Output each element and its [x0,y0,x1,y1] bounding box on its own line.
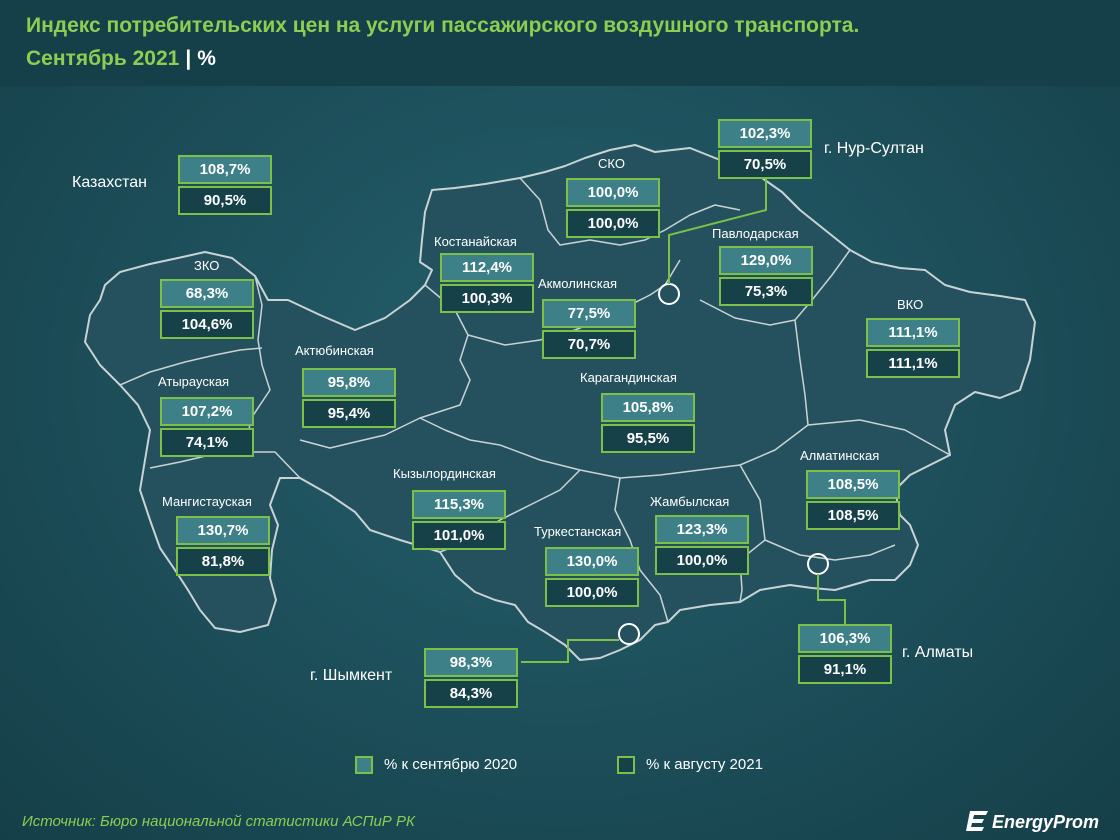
value-box-aug2021-kazakhstan: 90,5% [178,186,272,215]
border-karaganda-vko [794,319,809,426]
region-name-karaganda: Карагандинская [580,370,677,385]
value-box-aug2021-zhambyl: 100,0% [655,546,749,575]
legend-label-sep2020: % к сентябрю 2020 [384,756,518,773]
region-name-shymkent: г. Шымкент [310,667,393,684]
value-box-aug2021-almaty-city: 91,1% [798,655,892,684]
value-box-aug2021-sko: 100,0% [566,209,660,238]
region-name-almaty-city: г. Алматы [902,644,974,661]
border-almaty-city [764,539,896,561]
value-box-sep2020-kyzylorda: 115,3% [412,490,506,519]
value-box-aug2021-mangystau: 81,8% [176,547,270,576]
value-box-sep2020-karaganda: 105,8% [601,393,695,422]
region-name-kostanai: Костанайская [434,234,517,249]
region-name-kazakhstan: Казахстан [72,174,147,191]
border-kostanai-sko [519,177,666,246]
chart-subtitle: Сентябрь 2021 |% [26,47,216,71]
chart-title: Индекс потребительских цен на услуги пас… [26,14,860,37]
value-box-aug2021-vko: 111,1% [866,349,960,378]
value-box-sep2020-almaty-region: 108,5% [806,470,900,499]
value-box-sep2020-sko: 100,0% [566,178,660,207]
legend-swatch-aug2021 [617,756,635,774]
value-box-sep2020-shymkent: 98,3% [424,648,518,677]
energyprom-logo: EnergyProm [966,809,1099,835]
period-label: Сентябрь 2021 [26,47,180,70]
unit-label: % [197,47,216,70]
region-name-aktobe: Актюбинская [295,343,374,358]
region-name-kyzylorda: Кызылординская [393,466,496,481]
region-name-vko: ВКО [897,297,924,312]
value-box-sep2020-aktobe: 95,8% [302,368,396,397]
value-box-sep2020-zko: 68,3% [160,279,254,308]
almaty-leader [817,574,846,625]
leader-lines [521,178,846,663]
value-box-sep2020-vko: 111,1% [866,318,960,347]
title-separator: | [185,47,192,70]
value-box-sep2020-turkestan: 130,0% [545,547,639,576]
value-box-sep2020-kazakhstan: 108,7% [178,155,272,184]
region-name-atyrau: Атырауская [158,374,230,389]
region-name-mangystau: Мангистауская [162,494,252,509]
border-aktobe-kyzylorda [299,417,501,449]
border-zko-atyrau [119,347,263,386]
region-name-zhambyl: Жамбылская [650,494,730,509]
source-note: Источник: Бюро национальной статистики А… [22,813,415,830]
border-karaganda-south [499,444,701,479]
value-box-sep2020-pavlodar: 129,0% [719,246,813,275]
value-box-aug2021-turkestan: 100,0% [545,578,639,607]
value-box-aug2021-nur-sultan: 70,5% [718,150,812,179]
legend-swatch-sep2020 [355,756,373,774]
header-band: Индекс потребительских цен на услуги пас… [0,0,1120,86]
value-box-sep2020-nur-sultan: 102,3% [718,119,812,148]
value-box-sep2020-kostanai: 112,4% [440,253,534,282]
region-name-pavlodar: Павлодарская [712,226,799,241]
value-box-aug2021-shymkent: 84,3% [424,679,518,708]
region-name-akmola: Акмолинская [538,276,618,291]
value-box-aug2021-kostanai: 100,3% [440,284,534,313]
region-name-zko: ЗКО [194,258,220,273]
value-box-aug2021-zko: 104,6% [160,310,254,339]
value-box-aug2021-almaty-region: 108,5% [806,501,900,530]
border-sko-pavlodar [664,204,741,231]
value-box-aug2021-atyrau: 74,1% [160,428,254,457]
energyprom-logo-icon [966,811,988,831]
value-box-sep2020-atyrau: 107,2% [160,397,254,426]
value-box-aug2021-pavlodar: 75,3% [719,277,813,306]
value-box-sep2020-zhambyl: 123,3% [655,515,749,544]
border-zhambyl-almaty [739,464,766,603]
legend-label-aug2021: % к августу 2021 [646,756,763,773]
logo-text: EnergyProm [992,812,1100,832]
region-name-turkestan: Туркестанская [534,524,622,539]
value-box-aug2021-karaganda: 95,5% [601,424,695,453]
shymkent-marker [618,623,640,645]
nur-sultan-leader [668,178,767,284]
region-name-nur-sultan: г. Нур-Султан [824,140,924,157]
value-box-sep2020-mangystau: 130,7% [176,516,270,545]
value-box-sep2020-almaty-city: 106,3% [798,624,892,653]
shymkent-leader [521,639,619,663]
region-name-almaty-region: Алматинская [800,448,880,463]
value-box-aug2021-aktobe: 95,4% [302,399,396,428]
region-name-sko: СКО [598,156,625,171]
value-box-aug2021-akmola: 70,7% [542,330,636,359]
value-box-sep2020-akmola: 77,5% [542,299,636,328]
value-box-aug2021-kyzylorda: 101,0% [412,521,506,550]
